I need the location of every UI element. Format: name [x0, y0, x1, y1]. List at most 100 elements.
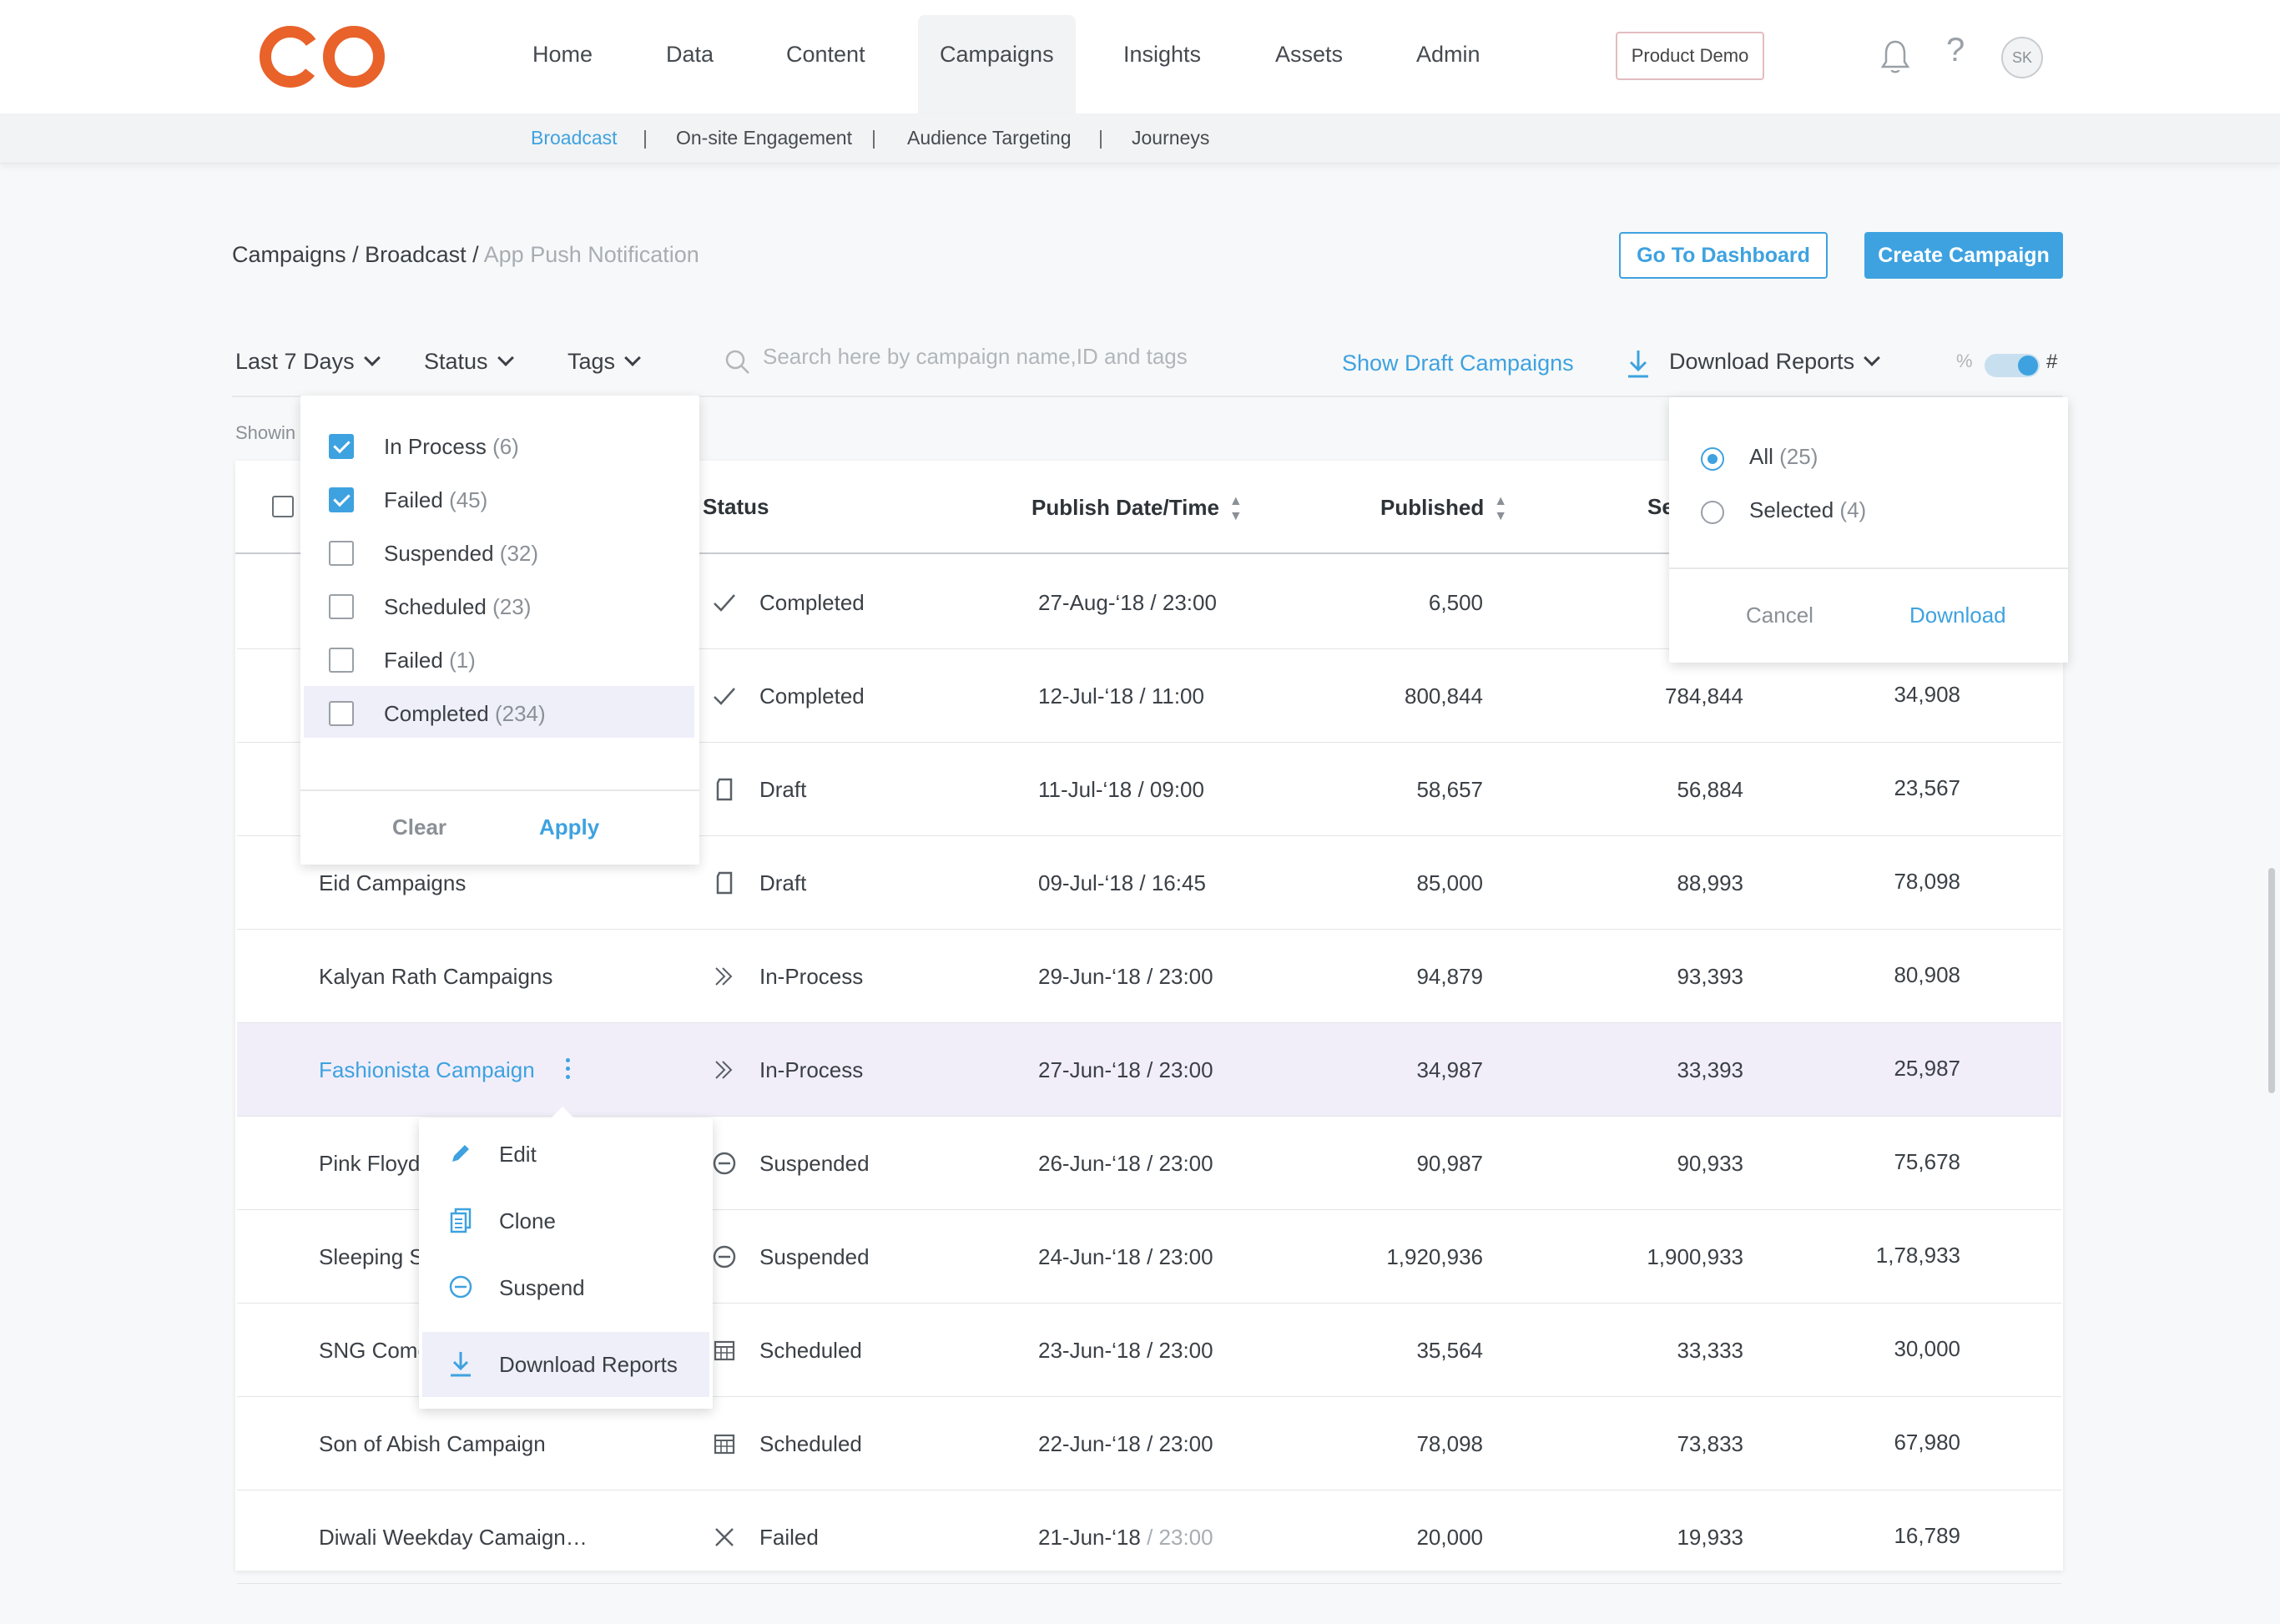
menu-item-download-reports[interactable]: Download Reports — [422, 1332, 709, 1397]
go-to-dashboard-button[interactable]: Go To Dashboard — [1619, 232, 1828, 279]
nav-campaigns[interactable]: Campaigns — [918, 15, 1076, 113]
tags-filter[interactable]: Tags — [567, 349, 641, 375]
campaign-name[interactable]: Diwali Weekday Camaign… — [319, 1525, 588, 1550]
status-option-checkbox[interactable] — [329, 487, 354, 512]
status-option-text: Failed — [384, 487, 443, 512]
table-row[interactable]: Draft 11-Jul-‘18 / 09:00 58,657 56,884 23,56… — [237, 743, 2061, 836]
radio-selected[interactable] — [1701, 501, 1724, 524]
sort-icon[interactable]: ▲ ▼ — [1228, 494, 1243, 523]
status-option-label: Suspended (32) — [384, 526, 538, 581]
chevron-down-icon — [624, 350, 641, 366]
nav-data[interactable]: Data — [666, 42, 714, 67]
status-option-checkbox[interactable] — [329, 701, 354, 726]
status-option-checkbox[interactable] — [329, 434, 354, 459]
nav-home[interactable]: Home — [532, 42, 593, 67]
chevron-down-icon — [1864, 350, 1881, 366]
table-row[interactable]: Pink Floyd Suspended 26-Jun-‘18 / 23:00 90,… — [237, 1117, 2061, 1210]
apply-button[interactable]: Apply — [539, 815, 600, 840]
status-option-checkbox[interactable] — [329, 541, 354, 566]
status-option-checkbox[interactable] — [329, 594, 354, 619]
status-option[interactable]: Failed (1) — [304, 633, 694, 684]
brand-logo[interactable] — [259, 23, 389, 90]
date-filter[interactable]: Last 7 Days — [235, 349, 381, 375]
nav-content[interactable]: Content — [786, 42, 865, 67]
subnav-journeys[interactable]: Journeys — [1132, 127, 1210, 149]
show-draft-campaigns-link[interactable]: Show Draft Campaigns — [1342, 351, 1574, 376]
nav-assets[interactable]: Assets — [1275, 42, 1344, 67]
nav-insights[interactable]: Insights — [1123, 42, 1202, 67]
campaign-name[interactable]: SNG Come — [319, 1338, 430, 1363]
status-option[interactable]: Completed (234) — [304, 686, 694, 738]
create-campaign-button[interactable]: Create Campaign — [1864, 232, 2063, 279]
clicked-count: 80,908 — [1894, 962, 1960, 987]
avatar[interactable]: SK — [2001, 37, 2043, 78]
subnav-audience-targeting[interactable]: Audience Targeting — [907, 127, 1072, 149]
subnav-onsite-engagement[interactable]: On-site Engagement — [676, 127, 852, 149]
status-option[interactable]: Suspended (32) — [304, 526, 694, 577]
status-option[interactable]: Scheduled (23) — [304, 579, 694, 631]
table-row[interactable]: Eid Campaigns Draft 09-Jul-‘18 / 16:45 85,0… — [237, 836, 2061, 930]
download-reports-label: Download Reports — [1669, 349, 1855, 374]
table-row[interactable]: Diwali Weekday Camaign… Failed 21-Jun-‘18 … — [237, 1490, 2061, 1584]
row-context-menu: Edit Clone Suspend Download Reports — [419, 1107, 713, 1409]
help-icon[interactable]: ? — [1946, 32, 1965, 68]
check-icon — [711, 589, 738, 616]
published-count: 35,564 — [1416, 1338, 1483, 1363]
campaign-name[interactable]: Eid Campaigns — [319, 870, 467, 895]
campaign-name[interactable]: Sleeping S — [319, 1244, 424, 1269]
pencil-icon — [452, 1145, 469, 1162]
download-reports-dropdown[interactable]: Download Reports — [1669, 349, 1881, 375]
table-row[interactable]: Son of Abish Campaign Scheduled 22-Jun-‘18… — [237, 1397, 2061, 1490]
status-option-checkbox[interactable] — [329, 648, 354, 673]
table-row[interactable]: Sleeping S Suspended 24-Jun-‘18 / 23:00 1,9… — [237, 1210, 2061, 1304]
publish-date: 21-Jun-‘18 / 23:00 — [1038, 1490, 1213, 1584]
table-row[interactable]: Fashionista Campaign In-Process 27-Jun-‘18… — [237, 1023, 2061, 1117]
more-options-icon[interactable] — [566, 1058, 571, 1082]
publish-date: 11-Jul-‘18 / 09:00 — [1038, 743, 1204, 836]
table-row[interactable]: SNG Come Scheduled 23-Jun-‘18 / 23:00 35,56… — [237, 1304, 2061, 1397]
header-publish-date-label: Publish Date/Time — [1032, 494, 1219, 520]
header-status[interactable]: Status — [703, 494, 769, 519]
table-row[interactable]: Kalyan Rath Campaigns In-Process 29-Jun-‘1… — [237, 930, 2061, 1023]
select-all-checkbox[interactable] — [272, 496, 294, 517]
download-button[interactable]: Download — [1909, 603, 2006, 628]
sort-icon[interactable]: ▲ ▼ — [1494, 494, 1508, 523]
chevron-down-icon — [497, 350, 514, 366]
product-demo-button[interactable]: Product Demo — [1616, 32, 1764, 80]
clear-button[interactable]: Clear — [392, 815, 447, 840]
bell-icon[interactable] — [1879, 38, 1911, 75]
radio-selected-label: Selected (4) — [1749, 497, 1866, 523]
campaign-name[interactable]: Kalyan Rath Campaigns — [319, 964, 553, 989]
failed-icon — [711, 1524, 738, 1551]
page-scrollbar[interactable] — [2268, 868, 2275, 1093]
campaign-name[interactable]: Pink Floyd — [319, 1151, 421, 1176]
status-option[interactable]: In Process (6) — [304, 419, 694, 471]
campaign-name[interactable]: Son of Abish Campaign — [319, 1431, 546, 1456]
radio-all[interactable] — [1701, 447, 1724, 471]
search-input[interactable]: Search here by campaign name,ID and tags — [763, 344, 1188, 369]
cancel-button[interactable]: Cancel — [1746, 603, 1813, 628]
table-row[interactable]: Completed 27-Aug-‘18 / 23:00 6,500 — [237, 556, 2061, 649]
published-count: 90,987 — [1416, 1151, 1483, 1176]
menu-item-suspend[interactable]: Suspend — [422, 1255, 709, 1320]
published-count: 94,879 — [1416, 964, 1483, 989]
status-option-label: Failed (45) — [384, 472, 487, 527]
status-option-count: (6) — [492, 434, 519, 459]
radio-all-count: (25) — [1779, 444, 1818, 469]
suspended-icon — [711, 1150, 738, 1177]
status-option[interactable]: Failed (45) — [304, 472, 694, 524]
nav-admin[interactable]: Admin — [1416, 42, 1480, 67]
status-filter[interactable]: Status — [424, 349, 514, 375]
publish-date-value: 29-Jun-‘18 / 23:00 — [1038, 964, 1213, 989]
breadcrumb-path[interactable]: Campaigns / Broadcast / — [232, 242, 484, 267]
percent-number-toggle[interactable] — [1985, 354, 2040, 377]
header-publish-date[interactable]: Publish Date/Time ▲ ▼ — [1032, 494, 1243, 524]
status-option-text: Suspended — [384, 541, 494, 566]
status-filter-dropdown: In Process (6) Failed (45) Suspended (32) S… — [300, 396, 699, 865]
header-published[interactable]: Published ▲ ▼ — [1380, 494, 1507, 524]
table-row[interactable]: Completed 12-Jul-‘18 / 11:00 800,844 784,84… — [237, 649, 2061, 743]
menu-item-clone[interactable]: Clone — [422, 1188, 709, 1253]
subnav-broadcast[interactable]: Broadcast — [531, 127, 618, 149]
menu-item-edit[interactable]: Edit — [422, 1122, 709, 1187]
campaign-name[interactable]: Fashionista Campaign — [319, 1057, 535, 1082]
